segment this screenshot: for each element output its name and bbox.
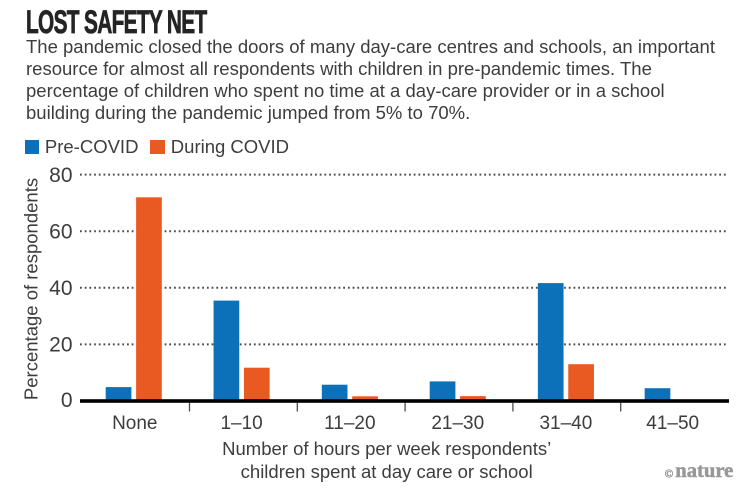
- svg-text:21–30: 21–30: [431, 413, 484, 434]
- svg-text:1–10: 1–10: [220, 413, 262, 434]
- svg-text:None: None: [112, 413, 157, 434]
- svg-text:0: 0: [61, 389, 73, 412]
- svg-text:children spent at day care or: children spent at day care or school: [241, 461, 533, 482]
- svg-text:Percentage of respondents: Percentage of respondents: [21, 178, 42, 400]
- svg-text:60: 60: [49, 221, 72, 244]
- svg-text:41–50: 41–50: [646, 413, 699, 434]
- svg-text:Number of hours per week respo: Number of hours per week respondents’: [222, 438, 551, 459]
- svg-text:31–40: 31–40: [539, 413, 592, 434]
- svg-text:40: 40: [49, 277, 72, 300]
- svg-text:©: ©: [665, 468, 674, 480]
- svg-text:20: 20: [49, 334, 72, 357]
- svg-text:80: 80: [49, 164, 72, 187]
- svg-text:11–20: 11–20: [324, 413, 375, 434]
- svg-text:nature: nature: [675, 461, 733, 482]
